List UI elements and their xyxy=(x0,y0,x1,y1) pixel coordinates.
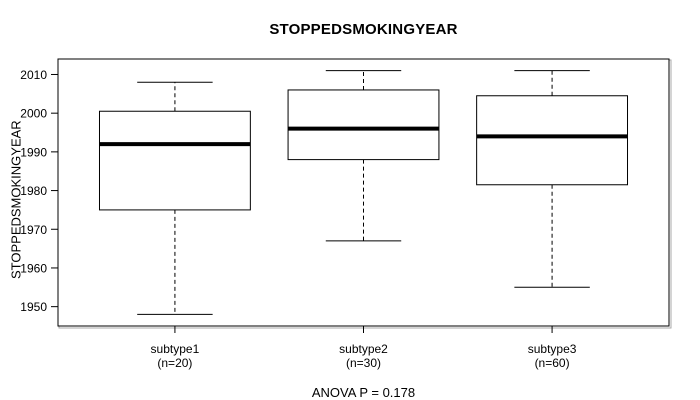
category-name: subtype2 xyxy=(339,342,388,356)
iqr-box xyxy=(98,110,251,211)
category-count: (n=20) xyxy=(157,356,193,370)
chart-title: STOPPEDSMOKINGYEAR xyxy=(269,21,458,38)
y-tick-label: 1950 xyxy=(20,300,47,314)
iqr-box xyxy=(476,95,629,186)
category-count: (n=30) xyxy=(345,356,382,370)
category-name: subtype3 xyxy=(527,342,577,356)
x-category-label-subtype3: subtype3 (n=60) xyxy=(477,342,627,370)
anova-annotation: ANOVA P = 0.178 xyxy=(311,385,416,400)
y-tick-label: 1980 xyxy=(20,184,47,198)
iqr-box xyxy=(287,89,440,161)
x-category-label-subtype2: subtype2 (n=30) xyxy=(289,342,439,370)
y-tick-label: 1970 xyxy=(20,223,47,237)
category-name: subtype1 xyxy=(150,342,200,356)
x-category-label-subtype1: subtype1 (n=20) xyxy=(100,342,250,370)
y-tick-label: 2010 xyxy=(20,68,47,82)
y-tick-label: 1960 xyxy=(20,261,47,275)
category-count: (n=60) xyxy=(534,356,570,370)
y-tick-label: 2000 xyxy=(20,107,47,121)
y-tick-label: 1990 xyxy=(20,145,47,159)
